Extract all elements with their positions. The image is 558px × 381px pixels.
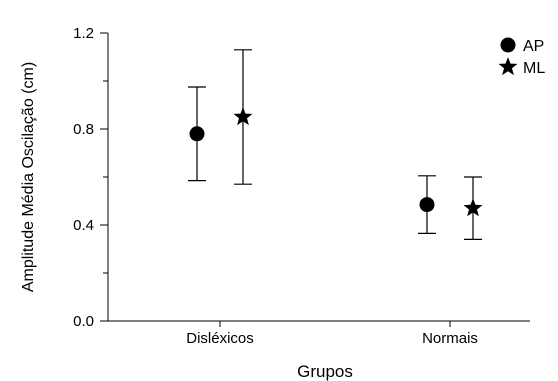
data-point-star xyxy=(463,198,483,217)
data-point-circle xyxy=(419,197,435,213)
y-tick-label: 1.2 xyxy=(73,25,94,42)
legend: AP ML xyxy=(498,37,545,77)
x-tick-label: Normais xyxy=(422,330,478,347)
legend-label: ML xyxy=(523,60,545,77)
y-tick-label: 0.4 xyxy=(73,217,94,234)
error-bars xyxy=(188,49,482,240)
x-tick-label: Disléxicos xyxy=(186,330,254,347)
y-axis-label: Amplitude Média Oscilação (cm) xyxy=(20,62,37,292)
x-axis-label: Grupos xyxy=(297,362,353,381)
y-tick-label: 0.8 xyxy=(73,121,94,138)
y-ticks: 0.0 0.4 0.8 1.2 xyxy=(73,25,108,330)
legend-label: AP xyxy=(523,38,544,55)
legend-marker-star xyxy=(498,57,518,76)
x-ticks: Disléxicos Normais xyxy=(186,321,478,347)
data-points xyxy=(189,107,483,217)
data-point-circle xyxy=(189,126,205,142)
legend-marker-circle xyxy=(500,37,516,53)
y-tick-label: 0.0 xyxy=(73,313,94,330)
data-point-star xyxy=(233,107,253,126)
